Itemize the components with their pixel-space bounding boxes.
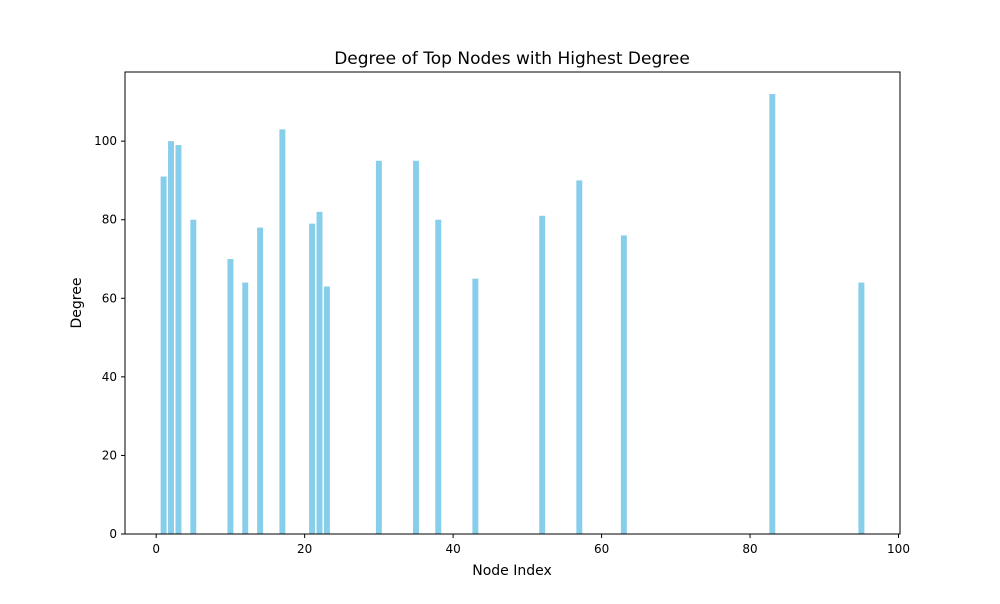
bar-node-95 bbox=[858, 282, 865, 534]
bar-node-5 bbox=[190, 219, 197, 534]
bar-node-43 bbox=[472, 278, 479, 534]
bar-node-57 bbox=[576, 180, 583, 534]
x-axis-ticks: 0 20 40 60 80 100 bbox=[152, 534, 910, 556]
x-tick-label: 80 bbox=[742, 542, 757, 556]
bar-node-63 bbox=[620, 235, 627, 534]
bar-node-35 bbox=[413, 160, 419, 535]
y-tick-label: 60 bbox=[102, 291, 117, 305]
bar-node-2 bbox=[168, 141, 174, 534]
bar-node-10 bbox=[227, 259, 234, 534]
x-tick-label: 20 bbox=[297, 542, 312, 556]
plot-frame bbox=[124, 71, 901, 535]
bar-node-21 bbox=[309, 223, 316, 534]
y-tick-label: 20 bbox=[102, 448, 117, 462]
x-tick-label: 0 bbox=[152, 542, 160, 556]
bar-node-1 bbox=[160, 176, 167, 534]
y-tick-label: 0 bbox=[109, 527, 117, 541]
bar-node-83 bbox=[769, 94, 776, 534]
bar-node-3 bbox=[175, 145, 182, 535]
bar-node-23 bbox=[323, 286, 330, 534]
x-axis-label: Node Index bbox=[472, 563, 552, 579]
bar-node-30 bbox=[375, 160, 382, 535]
x-tick-label: 60 bbox=[594, 542, 609, 556]
x-tick-label: 100 bbox=[887, 542, 910, 556]
bar-node-38 bbox=[435, 219, 442, 534]
bar-node-22 bbox=[316, 211, 323, 534]
y-axis-ticks: 0 20 40 60 80 100 bbox=[94, 134, 125, 541]
bar-node-52 bbox=[539, 215, 546, 535]
bar-node-14 bbox=[257, 227, 264, 535]
bars-group bbox=[160, 94, 865, 535]
bar-node-17 bbox=[279, 129, 286, 534]
bar-node-12 bbox=[242, 282, 249, 534]
y-axis-label: Degree bbox=[69, 278, 85, 329]
y-tick-label: 40 bbox=[102, 370, 117, 384]
x-tick-label: 40 bbox=[445, 542, 460, 556]
chart-title: Degree of Top Nodes with Highest Degree bbox=[334, 49, 690, 69]
y-tick-label: 100 bbox=[94, 134, 117, 148]
y-tick-label: 80 bbox=[102, 213, 117, 227]
